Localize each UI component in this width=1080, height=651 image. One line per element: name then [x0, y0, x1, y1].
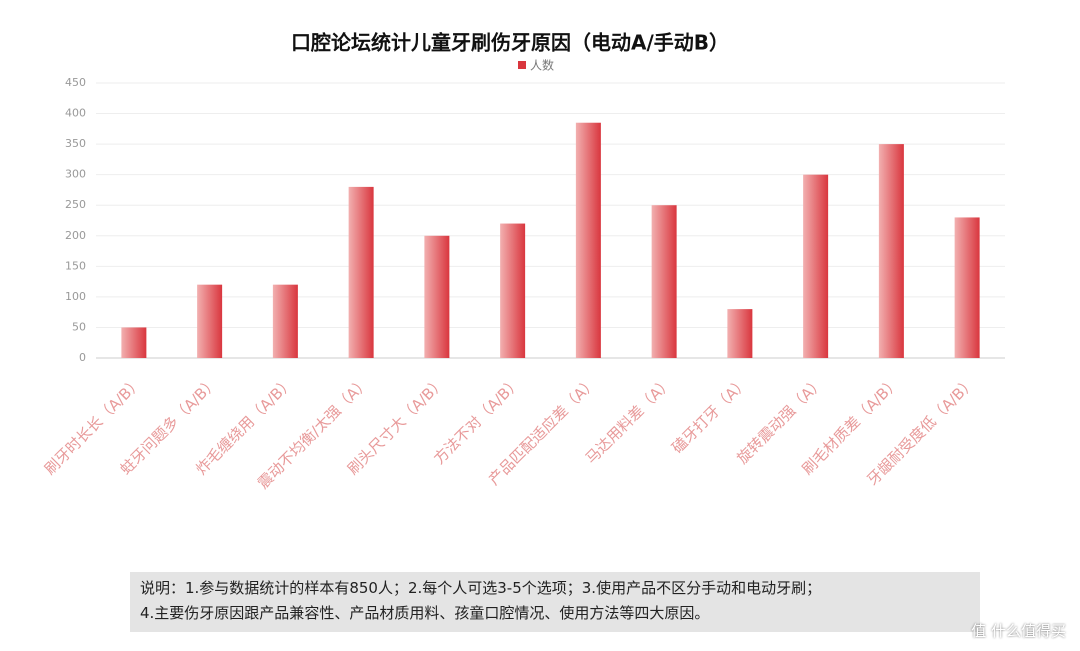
x-tick-label: 磕牙打牙（A） — [668, 373, 752, 457]
bar — [197, 284, 223, 358]
y-tick-label: 450 — [65, 76, 86, 89]
bar — [727, 309, 753, 358]
chart: 口腔论坛统计儿童牙刷伤牙原因（电动A/手动B） 人数 0 50 100 150 200 2… — [41, 31, 1005, 492]
bar — [878, 144, 904, 358]
y-tick-label: 100 — [65, 290, 86, 303]
y-tick-label: 250 — [65, 198, 86, 211]
y-tick-label: 150 — [65, 259, 86, 272]
bar — [500, 223, 526, 358]
y-tick-label: 0 — [79, 351, 86, 364]
bar — [348, 186, 374, 358]
legend-swatch — [518, 61, 526, 69]
y-tick-label: 350 — [65, 137, 86, 150]
y-tick-label: 200 — [65, 229, 86, 242]
bar — [954, 217, 980, 358]
note-line: 4.主要伤牙原因跟产品兼容性、产品材质用料、孩童口腔情况、使用方法等四大原因。 — [140, 604, 710, 622]
bar — [424, 235, 450, 358]
note: 说明：1.参与数据统计的样本有850人；2.每个人可选3-5个选项；3.使用产品… — [130, 572, 980, 632]
bar — [121, 327, 147, 358]
bar — [651, 205, 677, 358]
chart-title: 口腔论坛统计儿童牙刷伤牙原因（电动A/手动B） — [291, 31, 729, 55]
bar — [803, 174, 829, 358]
legend-label: 人数 — [530, 58, 554, 73]
y-tick-label: 400 — [65, 107, 86, 120]
note-line: 说明：1.参与数据统计的样本有850人；2.每个人可选3-5个选项；3.使用产品… — [140, 579, 822, 597]
y-tick-label: 50 — [72, 320, 86, 333]
bar — [575, 122, 601, 358]
bar — [272, 284, 298, 358]
watermark: 值 什么值得买 — [971, 622, 1066, 640]
y-tick-label: 300 — [65, 168, 86, 181]
